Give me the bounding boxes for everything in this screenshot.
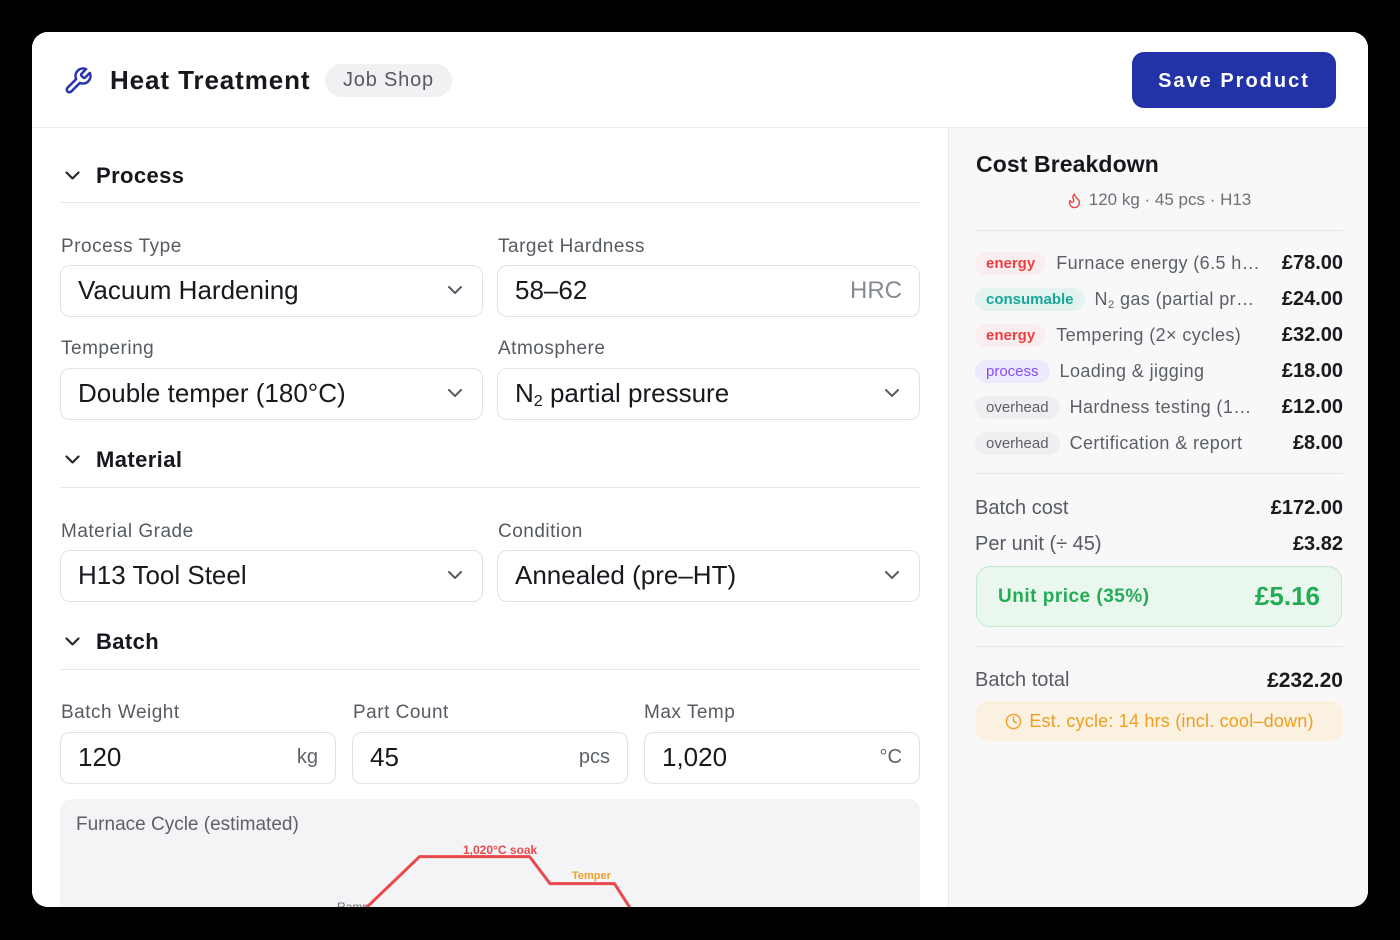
svg-text:1,020°C soak: 1,020°C soak (463, 843, 538, 857)
svg-text:Ramp: Ramp (337, 900, 369, 907)
svg-text:Temper: Temper (572, 870, 612, 882)
